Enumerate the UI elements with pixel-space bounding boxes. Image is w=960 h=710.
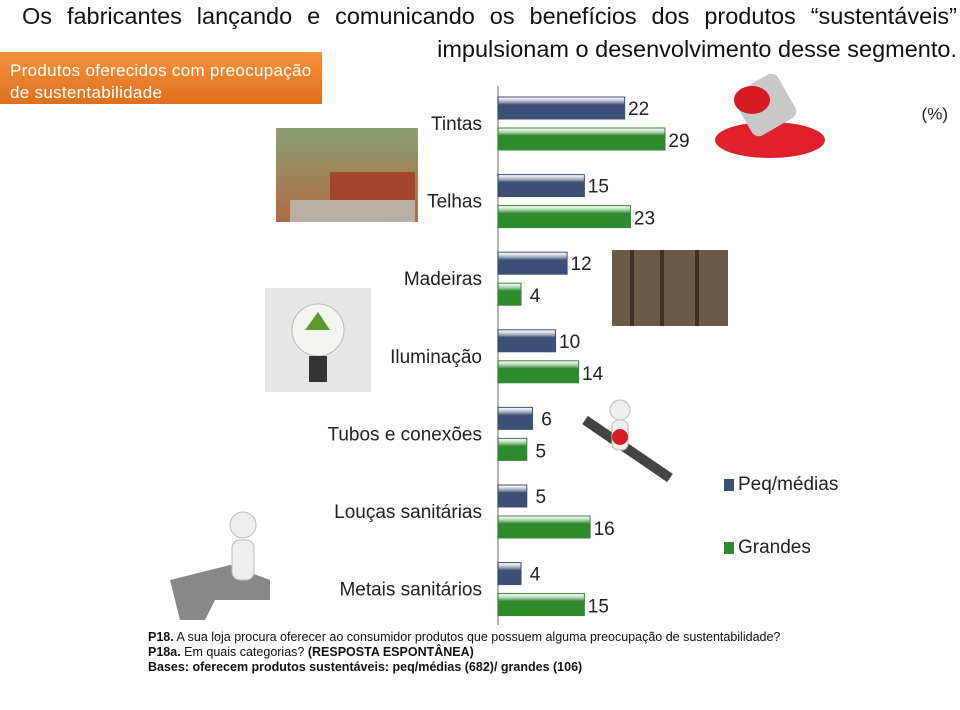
value-label: 22: [628, 99, 649, 120]
bar: [497, 562, 522, 586]
value-label: 5: [536, 441, 547, 462]
value-label: 4: [530, 565, 541, 586]
bar: [497, 251, 568, 275]
value-label: 14: [582, 364, 604, 385]
bar: [497, 593, 585, 617]
text: Em quais categorias?: [184, 645, 305, 659]
value-label: 4: [530, 286, 541, 307]
legend-swatch: [724, 542, 734, 554]
legend-label: Peq/médias: [738, 474, 838, 495]
value-label: 6: [541, 409, 552, 430]
paint-can: [715, 73, 825, 158]
footnote: P18. A sua loja procura oferecer ao cons…: [148, 630, 788, 675]
legend-label: Grandes: [738, 537, 811, 558]
bar: [497, 127, 666, 151]
bar: [497, 437, 528, 461]
bar: [497, 484, 528, 508]
category-label: Iluminação: [390, 347, 482, 368]
faucet-figure: [170, 511, 270, 620]
value-label: 15: [588, 177, 609, 198]
bar: [497, 329, 557, 353]
value-label: 16: [594, 519, 615, 540]
wood-photo: [612, 250, 728, 326]
title: Os fabricantes lançando e comunicando os…: [22, 3, 957, 62]
category-label: Louças sanitárias: [334, 502, 482, 523]
bar: [497, 406, 534, 430]
category-label: Tintas: [431, 114, 482, 135]
bar: [497, 174, 585, 198]
value-label: 15: [588, 597, 609, 618]
bar: [497, 360, 580, 384]
bar: [497, 205, 631, 229]
value-label: 23: [634, 209, 655, 230]
badge: Produtos oferecidos com preocupação de s…: [0, 52, 322, 104]
unit-label: (%): [922, 104, 948, 123]
value-label: 12: [571, 254, 592, 275]
roof-photo: [276, 128, 418, 222]
bulb-photo: [265, 288, 371, 392]
bases: Bases: oferecem produtos sustentáveis: p…: [148, 660, 583, 674]
text: A sua loja procura oferecer ao consumido…: [176, 630, 781, 644]
category-label: Telhas: [427, 192, 482, 213]
category-label: Metais sanitários: [339, 580, 482, 601]
bar: [497, 282, 522, 306]
code: P18a.: [148, 645, 181, 659]
note: (RESPOSTA ESPONTÂNEA): [307, 645, 474, 659]
bar: [497, 515, 591, 539]
legend-swatch: [724, 479, 734, 491]
category-label: Madeiras: [404, 269, 482, 290]
pipe-figure: [582, 399, 673, 483]
code: P18.: [148, 630, 174, 644]
value-label: 29: [668, 131, 689, 152]
value-label: 5: [536, 487, 547, 508]
category-label: Tubos e conexões: [327, 424, 482, 445]
value-label: 10: [559, 332, 580, 353]
bar: [497, 96, 626, 120]
